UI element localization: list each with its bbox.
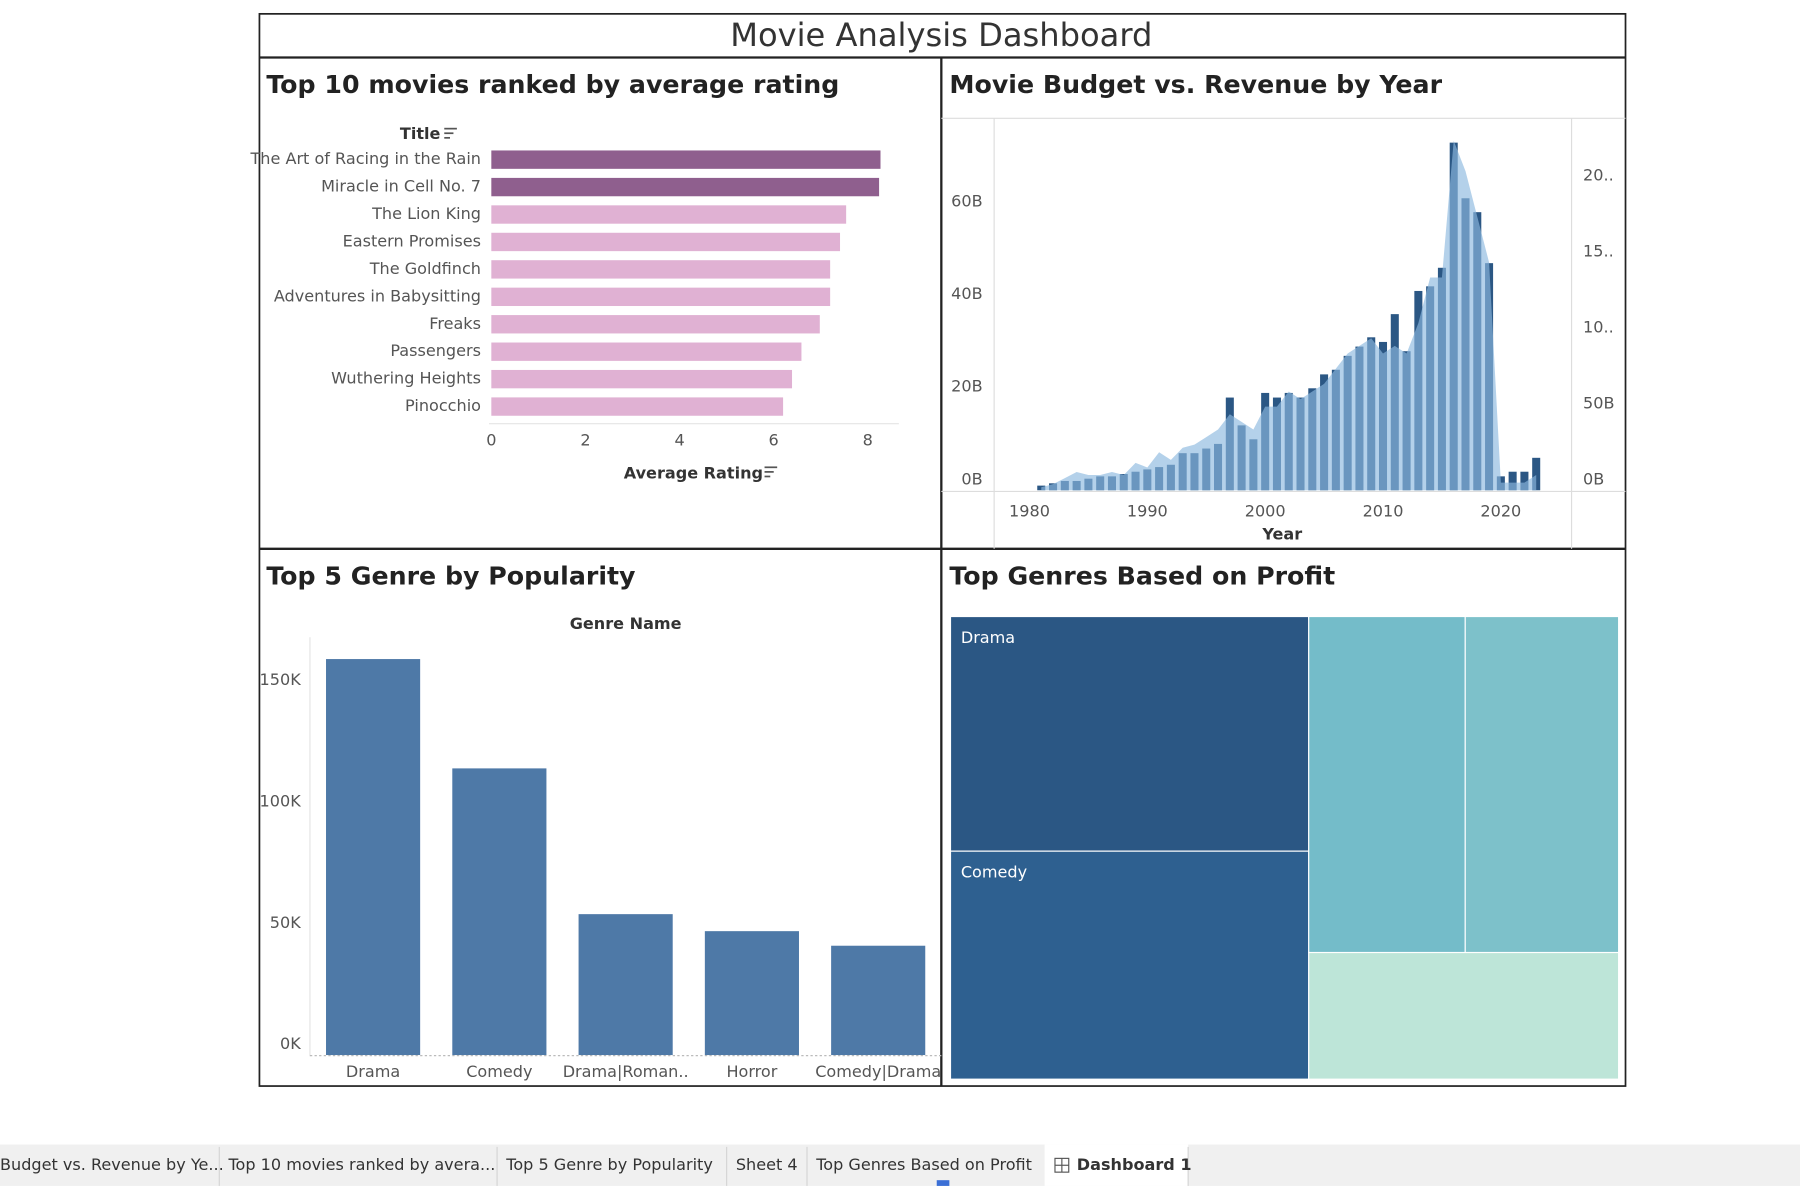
bar: [491, 150, 881, 169]
x-tick-label: 8: [863, 430, 873, 449]
tab-separators: [218, 1146, 1189, 1186]
dashboard-title: Movie Analysis Dashboard: [730, 16, 1152, 54]
treemap-cell: [1308, 951, 1620, 1080]
x-tick-label: 2020: [1480, 502, 1521, 521]
x-tick-label: Drama|Roman..: [563, 1062, 689, 1081]
category-label: The Art of Racing in the Rain: [249, 149, 480, 168]
category-label: Wuthering Heights: [331, 369, 481, 388]
x-axis-title: Year: [1261, 525, 1302, 544]
x-tick-label: 2: [580, 430, 590, 449]
bar: [1520, 471, 1529, 491]
dashboard-icon: [1054, 1157, 1070, 1173]
y2-tick-label: 20..: [1583, 165, 1614, 184]
bar: [1532, 457, 1541, 491]
bar: [491, 369, 793, 389]
category-label: Pinocchio: [405, 396, 481, 415]
chart-title: Movie Budget vs. Revenue by Year: [949, 70, 1442, 99]
y-tick-label: 60B: [951, 191, 982, 210]
bar: [491, 397, 784, 416]
x-tick-label: 0: [486, 430, 496, 449]
category-label: Miracle in Cell No. 7: [321, 177, 481, 196]
y2-tick-label: 10..: [1583, 317, 1614, 336]
y-tick-label: 150K: [260, 670, 302, 689]
bar: [1508, 471, 1517, 491]
axis-frame: [941, 117, 1626, 549]
tab-marker: [936, 1180, 950, 1186]
treemap-cell: [949, 615, 1310, 852]
bar: [491, 232, 841, 252]
x-tick-label: 2010: [1363, 502, 1404, 521]
tab[interactable]: Top 10 movies ranked by avera...: [227, 1155, 495, 1174]
y-axis-title: Title: [400, 124, 441, 143]
x-axis-title: Genre Name: [570, 614, 682, 633]
y-tick-label: 40B: [951, 284, 982, 303]
bar: [491, 177, 880, 197]
treemap-cell: [949, 850, 1310, 1080]
chart-title: Top Genres Based on Profit: [949, 562, 1335, 591]
tab[interactable]: Sheet 4: [736, 1155, 798, 1174]
treemap-cell: [1308, 615, 1466, 954]
treemap-cell: [1464, 615, 1620, 954]
category-label: The Lion King: [371, 204, 481, 223]
bar: [326, 659, 421, 1056]
y-tick-label: 20B: [951, 377, 982, 396]
cell-label: Comedy: [961, 862, 1028, 881]
category-label: Eastern Promises: [343, 231, 481, 250]
tab-bar: [0, 1144, 1800, 1186]
tab[interactable]: Budget vs. Revenue by Ye...: [0, 1155, 224, 1174]
bar: [491, 342, 802, 361]
y-tick-label: 100K: [260, 791, 302, 810]
bar: [491, 205, 847, 224]
x-tick-label: Horror: [726, 1062, 777, 1081]
chart-title: Top 10 movies ranked by average rating: [266, 70, 839, 99]
y-tick-label: 50K: [270, 913, 301, 932]
bar: [704, 931, 799, 1056]
category-label: The Goldfinch: [369, 259, 481, 278]
area: [1041, 140, 1537, 491]
bar: [452, 768, 547, 1056]
cell-label: Drama: [961, 628, 1015, 647]
tab[interactable]: Dashboard 1: [1077, 1155, 1192, 1174]
category-label: Adventures in Babysitting: [274, 286, 481, 305]
x-tick-label: Comedy|Drama: [815, 1062, 941, 1081]
y2-tick-label: 0B: [1583, 469, 1604, 488]
y-tick-label: 0K: [280, 1034, 301, 1053]
x-tick-label: 6: [769, 430, 779, 449]
x-tick-label: 1990: [1127, 502, 1168, 521]
y2-tick-label: 15..: [1583, 241, 1614, 260]
bar: [491, 315, 820, 334]
y-tick-label: 0B: [961, 469, 982, 488]
bar: [491, 287, 831, 307]
bar: [491, 260, 831, 279]
x-tick-label: 2000: [1245, 502, 1286, 521]
x-tick-label: Comedy: [466, 1062, 533, 1081]
x-axis-title: Average Rating: [624, 464, 763, 483]
category-label: Freaks: [429, 314, 481, 333]
chart-title: Top 5 Genre by Popularity: [266, 562, 635, 591]
x-tick-label: 4: [674, 430, 684, 449]
tab[interactable]: Top 5 Genre by Popularity: [505, 1155, 713, 1174]
y2-tick-label: 50B: [1583, 393, 1614, 412]
tab[interactable]: Top Genres Based on Profit: [815, 1155, 1032, 1174]
bar: [578, 914, 673, 1056]
sort-icon: [444, 127, 778, 478]
x-tick-label: Drama: [346, 1062, 400, 1081]
category-label: Passengers: [390, 341, 481, 360]
x-tick-label: 1980: [1009, 502, 1050, 521]
bar: [831, 945, 926, 1056]
